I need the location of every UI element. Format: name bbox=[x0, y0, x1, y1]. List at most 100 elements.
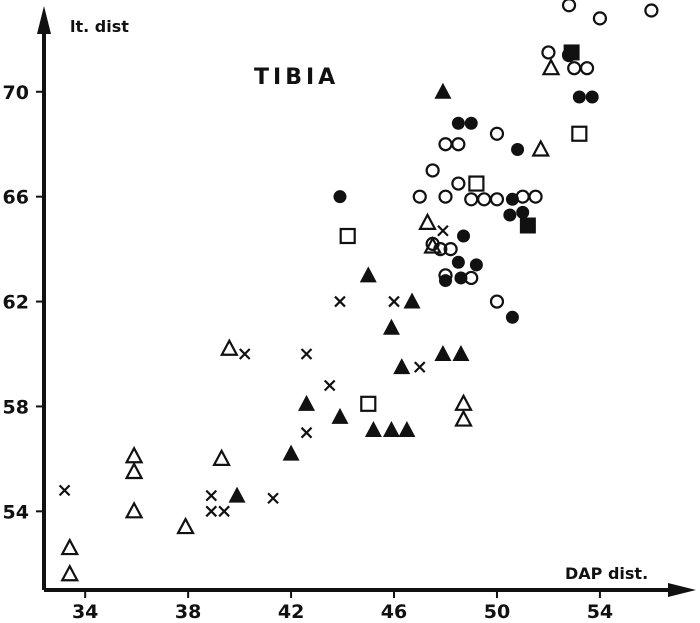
square-open-marker bbox=[468, 175, 485, 192]
triangle-open-marker bbox=[541, 57, 561, 76]
triangle-filled-marker bbox=[382, 318, 400, 335]
y-tick-label: 54 bbox=[3, 501, 29, 523]
square-open-marker bbox=[339, 227, 356, 245]
y-tick-label: 70 bbox=[3, 82, 29, 104]
triangle-open-marker bbox=[176, 516, 195, 535]
circle-open-marker bbox=[464, 192, 479, 207]
y-tick-label: 62 bbox=[3, 292, 29, 314]
cross-marker bbox=[238, 348, 251, 360]
triangle-open-marker bbox=[212, 448, 231, 466]
circle-filled-marker bbox=[503, 208, 517, 222]
axes bbox=[37, 6, 696, 597]
circle-filled-marker bbox=[511, 142, 525, 156]
circle-filled-marker bbox=[451, 255, 465, 269]
cross-marker bbox=[205, 505, 218, 518]
circle-open-marker bbox=[528, 189, 543, 204]
x-tick-label: 38 bbox=[175, 601, 201, 623]
x-axis-arrow bbox=[668, 583, 696, 597]
chart-title: TIBIA bbox=[254, 65, 339, 90]
triangle-open-marker bbox=[124, 501, 144, 519]
cross-marker bbox=[300, 348, 313, 360]
circle-open-marker bbox=[412, 189, 427, 204]
square-filled-marker bbox=[563, 44, 580, 61]
circle-open-marker bbox=[561, 0, 577, 13]
triangle-open-marker bbox=[124, 461, 144, 480]
triangle-filled-marker bbox=[434, 82, 452, 99]
x-tick-label: 46 bbox=[381, 601, 407, 623]
circle-open-marker bbox=[425, 163, 440, 178]
cross-marker bbox=[218, 505, 230, 518]
circle-filled-marker bbox=[585, 90, 599, 104]
triangle-filled-marker bbox=[452, 345, 470, 361]
y-tick-label: 58 bbox=[3, 396, 29, 418]
triangle-filled-marker bbox=[228, 486, 246, 503]
triangle-open-marker bbox=[60, 537, 80, 556]
circle-open-marker bbox=[477, 192, 492, 207]
triangle-filled-marker bbox=[434, 345, 452, 361]
triangle-open-marker bbox=[124, 445, 144, 464]
triangle-filled-marker bbox=[393, 358, 411, 375]
cross-marker bbox=[58, 484, 71, 497]
triangle-open-marker bbox=[60, 563, 80, 582]
triangle-filled-marker bbox=[298, 394, 316, 411]
circle-filled-marker bbox=[505, 192, 519, 206]
triangle-filled-marker bbox=[382, 421, 400, 438]
triangle-open-marker bbox=[423, 236, 442, 254]
triangle-filled-marker bbox=[359, 266, 377, 283]
circle-open-marker bbox=[489, 192, 505, 207]
circle-filled-marker bbox=[572, 90, 586, 104]
triangle-filled-marker bbox=[398, 421, 416, 438]
x-tick-label: 42 bbox=[278, 601, 304, 623]
x-tick-label: 50 bbox=[484, 601, 510, 623]
circle-filled-marker bbox=[516, 205, 530, 219]
circle-open-marker bbox=[451, 137, 466, 152]
triangle-open-marker bbox=[454, 393, 473, 411]
circle-filled-marker bbox=[457, 229, 471, 243]
x-axis-label: DAP dist. bbox=[565, 564, 648, 583]
circle-open-marker bbox=[579, 61, 595, 76]
circle-filled-marker bbox=[333, 190, 347, 204]
cross-marker bbox=[300, 426, 313, 439]
cross-marker bbox=[437, 224, 449, 237]
triangle-open-marker bbox=[454, 409, 473, 427]
ticks: 34 38 42 46 50 54 54 58 62 66 70 bbox=[3, 82, 614, 623]
circle-open-marker bbox=[451, 176, 466, 191]
cross-marker bbox=[388, 295, 400, 308]
circle-open-marker bbox=[489, 294, 505, 309]
x-tick-label: 54 bbox=[587, 601, 613, 623]
circle-filled-marker bbox=[438, 274, 452, 288]
x-tick-label: 34 bbox=[72, 601, 98, 623]
triangle-filled-marker bbox=[331, 407, 349, 424]
circle-filled-marker bbox=[451, 116, 465, 130]
circle-open-marker bbox=[567, 61, 582, 76]
square-filled-marker bbox=[519, 217, 536, 234]
y-axis-arrow bbox=[37, 6, 51, 34]
cross-marker bbox=[334, 295, 346, 308]
circle-open-marker bbox=[438, 189, 453, 204]
circle-filled-marker bbox=[464, 116, 478, 130]
circle-open-marker bbox=[438, 137, 453, 152]
triangle-open-marker bbox=[418, 212, 437, 230]
square-open-marker bbox=[360, 395, 377, 412]
cross-marker bbox=[205, 489, 218, 502]
square-open-marker bbox=[571, 125, 588, 142]
cross-marker bbox=[267, 492, 279, 504]
circle-filled-marker bbox=[505, 310, 519, 324]
y-axis-label: lt. dist bbox=[70, 17, 129, 36]
circle-filled-marker bbox=[469, 258, 483, 272]
cross-marker bbox=[413, 361, 426, 373]
cross-marker bbox=[323, 379, 336, 392]
y-tick-label: 66 bbox=[3, 187, 29, 209]
circle-filled-marker bbox=[454, 271, 468, 285]
triangle-filled-marker bbox=[403, 292, 421, 309]
circle-open-marker bbox=[592, 11, 608, 26]
triangle-open-marker bbox=[219, 338, 239, 356]
circle-open-marker bbox=[489, 126, 505, 141]
triangle-filled-marker bbox=[364, 421, 382, 438]
triangle-filled-marker bbox=[282, 444, 300, 461]
circle-open-marker bbox=[644, 3, 659, 18]
triangle-open-marker bbox=[531, 139, 551, 157]
circle-open-marker bbox=[541, 45, 556, 60]
data-points bbox=[58, 0, 659, 582]
